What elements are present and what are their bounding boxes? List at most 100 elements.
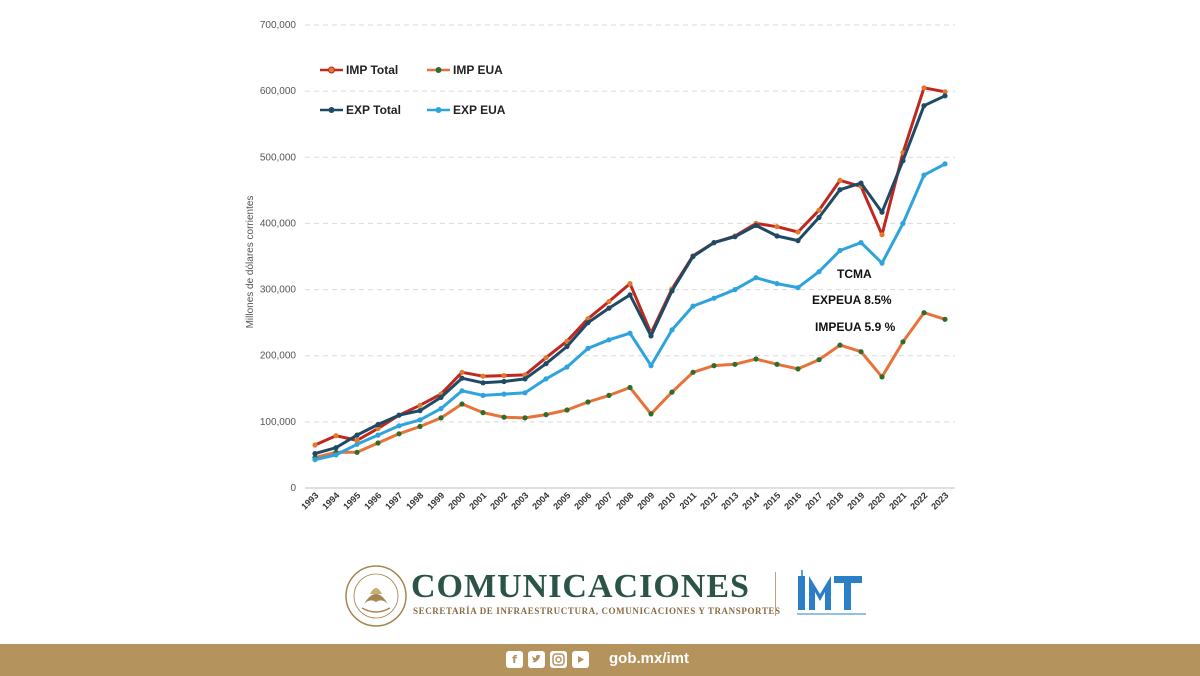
series-imp-eua: [312, 310, 948, 461]
data-point: [858, 349, 864, 355]
data-point: [543, 355, 549, 361]
data-point: [942, 316, 948, 322]
data-point: [375, 432, 381, 438]
y-tick-label: 700,000: [260, 20, 297, 31]
data-point: [606, 337, 612, 343]
x-tick-label: 2012: [698, 490, 719, 511]
data-point: [606, 298, 612, 305]
data-point: [543, 376, 549, 382]
y-axis-ticks: 0 100,000 200,000 300,000 400,000 500,000 600,…: [260, 20, 297, 494]
twitter-icon[interactable]: [528, 651, 545, 668]
tcma-exp-line: EXPEUA 8.5%: [812, 293, 892, 307]
data-point: [564, 407, 570, 413]
instagram-icon[interactable]: [550, 651, 567, 668]
imt-logo-icon: [797, 570, 866, 615]
x-tick-label: 2000: [446, 490, 467, 511]
data-point: [501, 378, 507, 385]
x-tick-label: 1995: [341, 490, 362, 511]
data-point: [354, 441, 360, 447]
data-point: [417, 423, 423, 430]
legend-item-imp-total: IMP Total: [320, 63, 398, 77]
data-point: [711, 240, 717, 246]
x-tick-label: 2023: [929, 490, 950, 511]
x-tick-label: 2022: [908, 490, 929, 511]
facebook-icon[interactable]: f: [506, 651, 523, 668]
data-point: [627, 330, 633, 336]
legend-label-imp-total: IMP Total: [346, 63, 398, 77]
data-point: [354, 432, 360, 438]
x-tick-label: 2021: [887, 490, 908, 511]
data-point: [774, 361, 780, 367]
data-point: [417, 408, 423, 414]
data-point: [480, 410, 486, 416]
chart-legend: IMP Total IMP EUA EXP Total EXP EUA: [320, 63, 506, 117]
tcma-imp-line: IMPEUA 5.9 %: [815, 320, 896, 334]
data-point: [774, 281, 780, 287]
series-lines: [312, 85, 948, 463]
x-tick-label: 2015: [761, 490, 782, 511]
legend-item-imp-eua: IMP EUA: [427, 63, 503, 77]
data-point: [711, 363, 717, 369]
data-point: [816, 357, 822, 363]
data-point: [837, 247, 843, 254]
data-point: [438, 406, 444, 412]
data-point: [354, 449, 360, 455]
x-axis-ticks: 1993 1994 1995 1996 1997 1998 1999 2000 2001 2002…: [299, 490, 950, 511]
data-point: [606, 392, 612, 398]
x-tick-label: 2009: [635, 490, 656, 511]
series-exp-eua: [312, 161, 948, 463]
data-point: [438, 394, 444, 400]
data-point: [480, 380, 486, 386]
y-tick-label: 500,000: [260, 152, 297, 163]
data-point: [879, 232, 885, 238]
data-point: [501, 391, 507, 397]
data-point: [333, 445, 339, 451]
data-point: [396, 412, 402, 418]
tcma-title: TCMA: [837, 267, 872, 281]
social-icons: f: [506, 651, 589, 668]
data-point: [564, 343, 570, 350]
data-point: [879, 209, 885, 215]
data-point: [501, 373, 507, 379]
data-point: [459, 369, 465, 375]
data-point: [732, 287, 738, 293]
data-point: [690, 303, 696, 309]
data-point: [501, 414, 507, 420]
data-point: [669, 288, 675, 294]
data-point: [942, 89, 948, 95]
data-point: [732, 234, 738, 240]
data-point: [459, 375, 465, 381]
youtube-icon[interactable]: [572, 651, 589, 668]
data-point: [522, 376, 528, 382]
data-point: [669, 389, 675, 395]
data-point: [942, 93, 948, 99]
data-point: [627, 384, 633, 391]
data-point: [333, 433, 339, 439]
gridlines: [305, 24, 955, 489]
x-tick-label: 1999: [425, 490, 446, 511]
legend-item-exp-eua: EXP EUA: [427, 103, 506, 117]
legend-label-exp-total: EXP Total: [346, 103, 401, 117]
data-point: [858, 180, 864, 186]
data-point: [585, 399, 591, 405]
y-tick-label: 300,000: [260, 285, 297, 296]
data-point: [879, 374, 885, 380]
x-tick-label: 2014: [740, 490, 761, 511]
data-point: [900, 220, 906, 226]
data-point: [816, 207, 822, 213]
data-point: [858, 240, 864, 246]
data-point: [438, 415, 444, 421]
data-point: [816, 214, 822, 221]
branding-block: COMUNICACIONES SECRETARÍA DE INFRAESTRUC…: [340, 560, 880, 630]
brand-title: COMUNICACIONES: [411, 568, 750, 605]
data-point: [921, 172, 927, 178]
y-tick-label: 600,000: [260, 86, 297, 97]
legend-label-exp-eua: EXP EUA: [453, 103, 506, 117]
data-point: [543, 412, 549, 418]
x-tick-label: 2001: [467, 490, 488, 511]
y-tick-label: 100,000: [260, 417, 297, 428]
data-point: [585, 320, 591, 326]
x-tick-label: 2013: [719, 490, 740, 511]
data-point: [921, 103, 927, 109]
footer-url[interactable]: gob.mx/imt: [609, 650, 690, 667]
